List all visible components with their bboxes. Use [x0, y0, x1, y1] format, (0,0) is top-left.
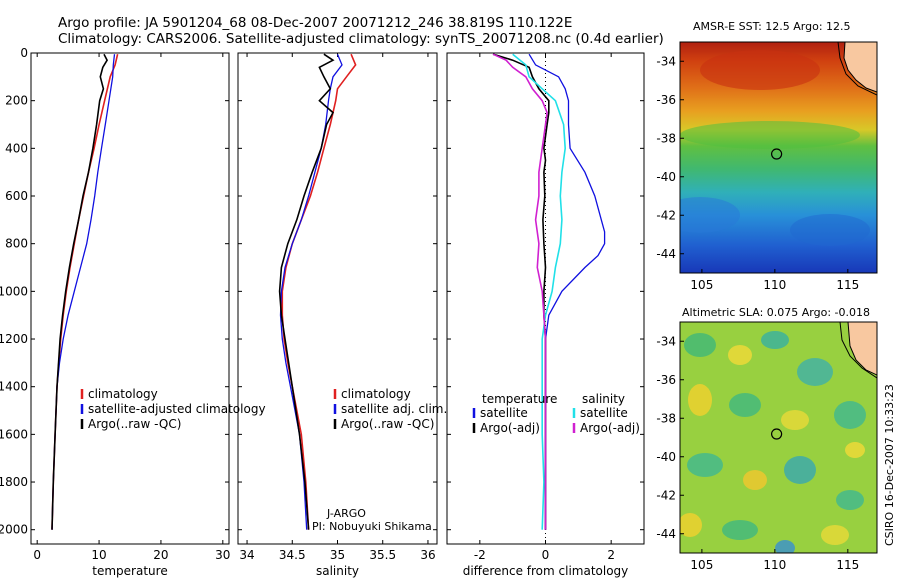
map-x-tick-label: 105	[690, 278, 713, 292]
y-tick-label: 800	[5, 237, 28, 251]
series-line-satellite-adj-clim--blue	[279, 53, 343, 530]
sla-map-frame	[679, 321, 878, 554]
series-line-satellite-cyan	[512, 53, 567, 530]
x-tick-label: 34.5	[279, 548, 306, 562]
x-tick-label: 20	[153, 548, 168, 562]
profile-panel-2: 34 34.5 35 35.5 36 salinity climatologysatelli…	[237, 52, 447, 578]
map-y-tick-label: -34	[656, 54, 676, 68]
sst-warm-patch	[700, 50, 820, 90]
x-tick-label: 34	[239, 548, 254, 562]
map-y-tick-label: -44	[656, 527, 676, 541]
map-y-tick-label: -38	[656, 131, 676, 145]
profile-panel-3: -2 0 2 difference from climatology temperatu…	[446, 52, 645, 578]
sst-cool-patch-2	[790, 214, 870, 246]
series-line-climatology-red	[281, 53, 357, 530]
legend-label: climatology	[88, 387, 158, 401]
map-y-tick-label: -34	[656, 334, 676, 348]
legend-label: Argo(..raw -QC)	[88, 417, 181, 431]
map-y-tick-label: -42	[656, 488, 676, 502]
x-tick-label: 36	[420, 548, 435, 562]
series-line-argo-raw-qc--black	[51, 53, 109, 530]
map-y-tick-label: -36	[656, 373, 676, 387]
y-tick-label: 1200	[0, 332, 28, 346]
x-axis-label: temperature	[92, 564, 167, 578]
y-tick-label: 600	[5, 189, 28, 203]
x-tick-label: 35.5	[369, 548, 396, 562]
y-tick-label: 1000	[0, 284, 28, 298]
y-tick-label: 200	[5, 94, 28, 108]
title-line-1: Argo profile: JA 5901204_68 08-Dec-2007 …	[58, 15, 572, 31]
sla-land	[847, 322, 877, 376]
x-tick-label: 10	[91, 548, 106, 562]
legend-label: satellite adj. clim.	[341, 402, 447, 416]
annotation-pi: PI: Nobuyuki Shikama	[312, 520, 432, 533]
x-tick-label: 2	[607, 548, 615, 562]
x-axis-label: difference from climatology	[463, 564, 629, 578]
x-tick-label: 35	[330, 548, 345, 562]
series-line-satellite-blue	[528, 53, 606, 530]
series-line-climatology-red	[51, 54, 119, 530]
map-y-tick-label: -38	[656, 411, 676, 425]
legend-label: satellite-adjusted climatology	[88, 402, 266, 416]
legend-label: Argo(-adj)	[480, 421, 540, 435]
sst-map: AMSR-E SST: 12.5 Argo: 12.5 105 110 115 -34…	[656, 20, 878, 292]
map-y-tick-label: -36	[656, 93, 676, 107]
legend-label: satellite	[480, 406, 528, 420]
map-y-tick-label: -40	[656, 450, 676, 464]
sst-map-frame	[679, 41, 878, 274]
series-line-argo-raw-qc--black	[278, 53, 335, 530]
legend-header-temperature: temperature	[482, 392, 557, 406]
y-tick-label: 1400	[0, 380, 28, 394]
x-tick-label: 0	[33, 548, 41, 562]
map-x-tick-label: 105	[690, 558, 713, 572]
map-x-tick-label: 110	[763, 278, 786, 292]
x-tick-label: -2	[474, 548, 486, 562]
sst-cool-patch	[680, 197, 740, 233]
series-line-argo-adj--black	[492, 53, 550, 530]
map-y-tick-label: -42	[656, 208, 676, 222]
y-tick-label: 400	[5, 141, 28, 155]
map-x-tick-label: 115	[836, 558, 859, 572]
annotation-program: J-ARGO	[326, 507, 366, 520]
title-line-2: Climatology: CARS2006. Satellite-adjuste…	[58, 31, 664, 47]
y-tick-label: 1800	[0, 475, 28, 489]
legend-label: Argo(-adj)	[580, 421, 640, 435]
sla-map-title: Altimetric SLA: 0.075 Argo: -0.018	[682, 306, 870, 319]
sst-land	[843, 42, 877, 93]
y-tick-label: 0	[20, 46, 28, 60]
sla-field	[680, 322, 877, 553]
plot-frame	[237, 52, 438, 545]
legend-label: Argo(..raw -QC)	[341, 417, 434, 431]
x-tick-label: 0	[542, 548, 550, 562]
sla-anomaly-blobs	[680, 331, 866, 553]
x-tick-label: 30	[215, 548, 230, 562]
series-line-satellite-adjusted-climatology-blue	[51, 54, 116, 530]
timestamp-label: CSIRO 16-Dec-2007 10:33:23	[883, 384, 896, 546]
sst-map-title: AMSR-E SST: 12.5 Argo: 12.5	[693, 20, 851, 33]
series-line-argo-adj--magenta	[492, 53, 548, 530]
sst-coast-contour	[837, 42, 877, 96]
map-y-tick-label: -40	[656, 170, 676, 184]
profile-panel-1: 0 10 20 30 temperature 0 200 400 600 800 1000 1200 1…	[0, 46, 266, 578]
y-tick-label: 2000	[0, 523, 28, 537]
plot-frame	[30, 52, 230, 545]
sla-map: Altimetric SLA: 0.075 Argo: -0.018	[656, 306, 878, 572]
argo-location-marker	[771, 148, 783, 160]
sst-green-band	[680, 121, 860, 149]
x-axis-label: salinity	[316, 564, 359, 578]
map-y-tick-label: -44	[656, 247, 676, 261]
map-x-tick-label: 115	[836, 278, 859, 292]
sla-coast-contour	[839, 322, 877, 379]
map-x-tick-label: 110	[763, 558, 786, 572]
y-tick-label: 1600	[0, 427, 28, 441]
legend-label: climatology	[341, 387, 411, 401]
legend-label: satellite	[580, 406, 628, 420]
argo-location-marker	[771, 428, 783, 440]
legend-header-salinity: salinity	[582, 392, 625, 406]
